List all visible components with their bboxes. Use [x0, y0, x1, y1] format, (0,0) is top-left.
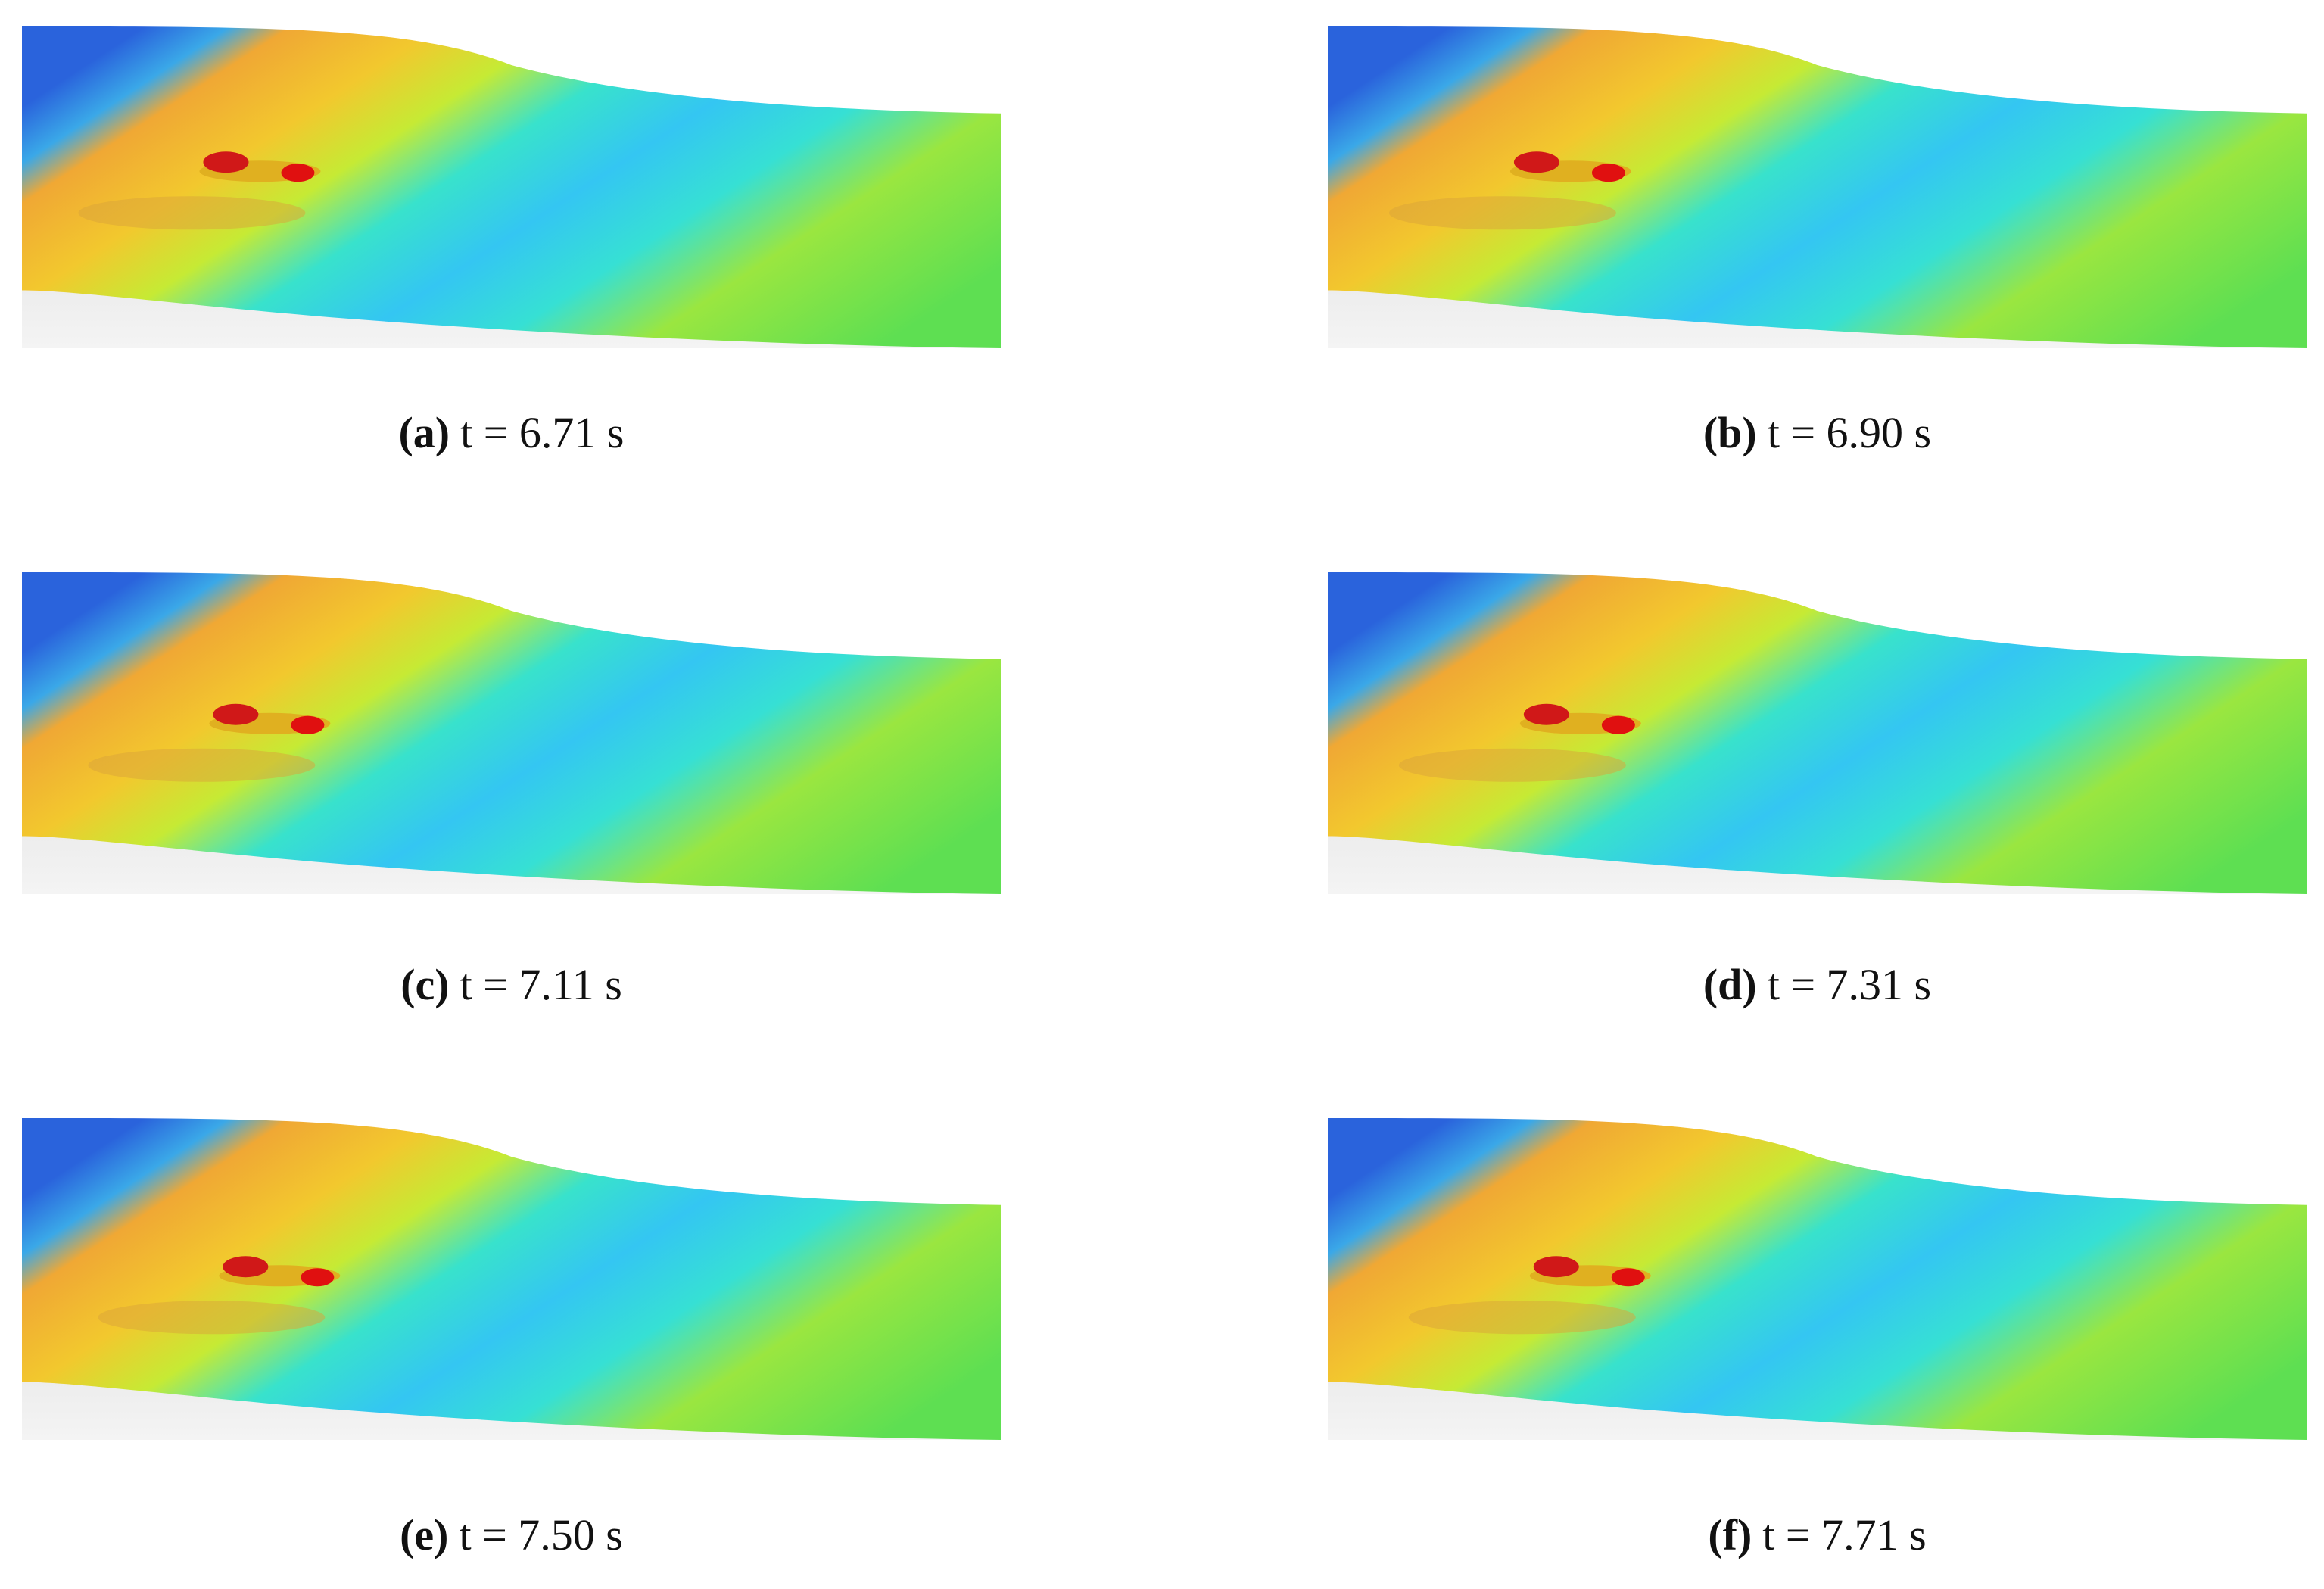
- floor: [1328, 284, 2307, 348]
- spray: [223, 1256, 269, 1278]
- shadow: [1388, 196, 1616, 230]
- spray: [1601, 715, 1635, 734]
- shadow: [88, 748, 316, 782]
- panel-label: (c): [400, 960, 449, 1009]
- caption: (f) t = 7.71 s: [1708, 1510, 1926, 1559]
- spray: [1513, 151, 1559, 173]
- shadow: [1398, 748, 1626, 782]
- wave-surface: [1328, 572, 2307, 894]
- floor: [1328, 1376, 2307, 1440]
- caption: (e) t = 7.50 s: [400, 1510, 623, 1559]
- panel: [1328, 1118, 2307, 1440]
- caption-text: t = 7.31 s: [1768, 960, 1931, 1009]
- spray: [281, 164, 315, 182]
- floor: [22, 284, 1001, 348]
- floor: [1328, 830, 2307, 894]
- panel: [1328, 26, 2307, 348]
- caption: (a) t = 6.71 s: [398, 408, 624, 457]
- wave-surface: [1328, 26, 2307, 348]
- spray: [1523, 703, 1569, 725]
- spray: [1591, 164, 1625, 182]
- spray: [301, 1268, 335, 1287]
- caption: (d) t = 7.31 s: [1703, 960, 1931, 1009]
- caption-text: t = 7.71 s: [1762, 1510, 1926, 1559]
- spray: [1533, 1256, 1579, 1278]
- caption: (c) t = 7.11 s: [400, 960, 622, 1009]
- panel-label: (a): [398, 408, 450, 457]
- wave-surface: [22, 26, 1001, 348]
- spray: [213, 703, 259, 725]
- panel-label: (e): [400, 1510, 448, 1559]
- panel-label: (d): [1703, 960, 1757, 1009]
- caption-text: t = 7.50 s: [459, 1510, 622, 1559]
- shadow: [78, 196, 306, 230]
- wave-surface: [22, 572, 1001, 894]
- spray: [291, 715, 325, 734]
- caption: (b) t = 6.90 s: [1703, 408, 1931, 457]
- panel: [22, 26, 1001, 348]
- floor: [22, 830, 1001, 894]
- wave-surface: [22, 1118, 1001, 1440]
- spray: [1611, 1268, 1645, 1287]
- panel: [22, 1118, 1001, 1440]
- panel-label: (b): [1703, 408, 1757, 457]
- caption-text: t = 7.11 s: [460, 960, 622, 1009]
- wave-surface: [1328, 1118, 2307, 1440]
- spray: [203, 151, 249, 173]
- panel: [22, 572, 1001, 894]
- panel-label: (f): [1708, 1510, 1752, 1559]
- shadow: [98, 1301, 326, 1335]
- shadow: [1408, 1301, 1636, 1335]
- caption-text: t = 6.90 s: [1768, 408, 1931, 457]
- floor: [22, 1376, 1001, 1440]
- panel: [1328, 572, 2307, 894]
- caption-text: t = 6.71 s: [460, 408, 624, 457]
